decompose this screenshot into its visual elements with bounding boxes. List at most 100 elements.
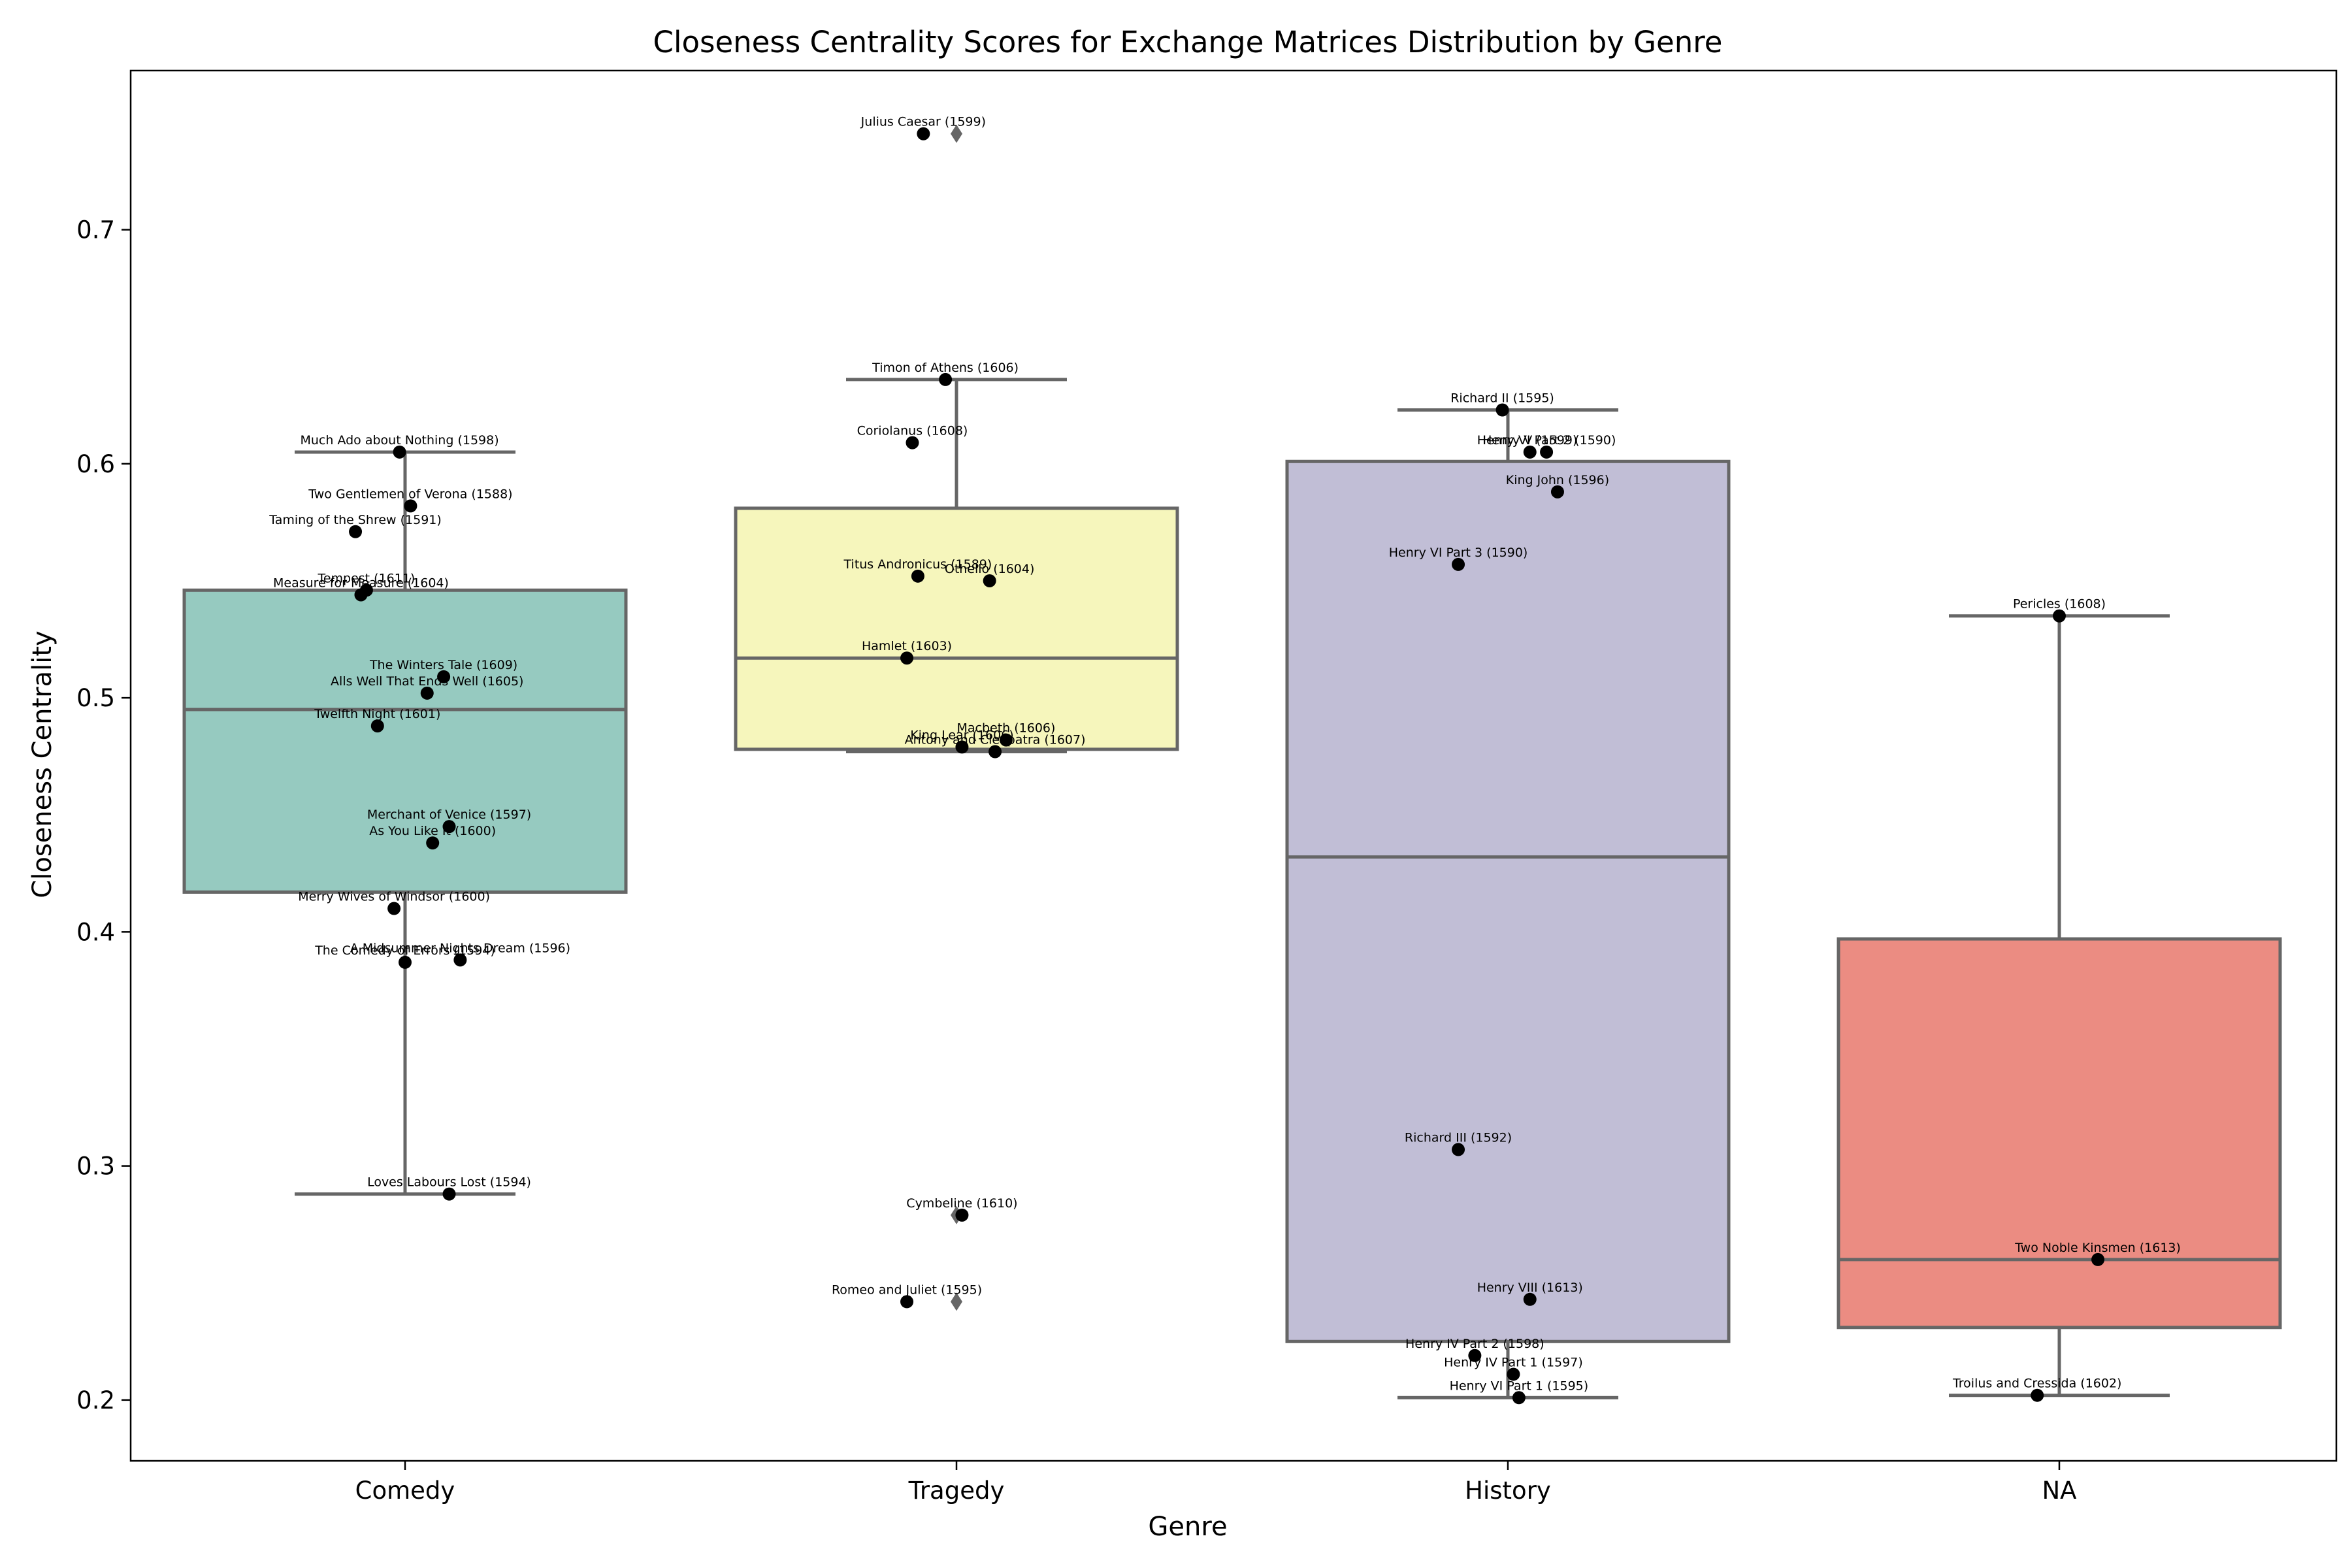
data-point (1452, 1143, 1465, 1156)
data-point-label: Loves Labours Lost (1594) (367, 1175, 531, 1190)
boxes-layer (182, 124, 2282, 1399)
data-point-label: Alls Well That Ends Well (1605) (331, 674, 523, 689)
interquartile-box (734, 506, 1179, 751)
data-point-label: Richard II (1595) (1450, 391, 1554, 405)
data-point (404, 499, 417, 513)
data-point (955, 740, 969, 754)
outlier-marker (951, 124, 962, 143)
y-tick-label: 0.6 (76, 450, 115, 478)
data-point (1512, 1391, 1526, 1405)
data-point-label: King Lear (1606) (910, 728, 1014, 742)
data-point-label: Coriolanus (1608) (857, 424, 968, 438)
box-na (1837, 614, 2282, 1397)
data-point (906, 436, 919, 449)
points-layer (349, 127, 2105, 1405)
data-point-label: Twelfth Night (1601) (314, 707, 440, 721)
data-point (354, 588, 368, 602)
data-point (1495, 403, 1509, 417)
data-point-label: Macbeth (1606) (956, 721, 1055, 736)
data-point-label: Antony and Cleopatra (1607) (905, 733, 1086, 747)
data-point (426, 836, 440, 850)
data-point-label: Taming of the Shrew (1591) (269, 513, 442, 527)
data-point (900, 1295, 914, 1309)
data-point-label: As You Like It (1600) (369, 824, 496, 838)
interquartile-box (1285, 459, 1731, 1343)
data-point-label: Tempest (1611) (317, 571, 415, 585)
data-point (2091, 1252, 2105, 1266)
data-point (2053, 609, 2066, 623)
data-point (1452, 557, 1465, 571)
data-point (420, 686, 434, 700)
data-point (988, 745, 1002, 759)
y-tick-label: 0.7 (76, 216, 115, 244)
plot-frame (129, 69, 2338, 1462)
data-point (999, 733, 1013, 747)
data-point-label: Romeo and Juliet (1595) (832, 1282, 982, 1297)
data-point-label: Henry VI Part 1 (1595) (1450, 1379, 1589, 1393)
data-point-label: The Comedy of Errors (1594) (314, 943, 495, 958)
data-point-label: Titus Andronicus (1589) (843, 557, 992, 572)
data-point-label: Measure for Measure (1604) (273, 576, 449, 590)
data-point (2031, 1388, 2044, 1402)
data-point-label: Henry VIII (1613) (1477, 1281, 1583, 1295)
data-point (442, 1187, 456, 1201)
y-tick-label: 0.4 (76, 918, 115, 946)
data-point-label: Julius Caesar (1599) (860, 115, 986, 129)
data-point (349, 525, 363, 538)
data-point (900, 651, 914, 665)
data-point-label: A Midsummer Nights Dream (1596) (350, 941, 570, 955)
data-point (1468, 1348, 1482, 1362)
data-point (1507, 1367, 1520, 1381)
x-tick-label: Comedy (355, 1477, 455, 1505)
data-point (1523, 445, 1537, 459)
data-point-label: Pericles (1608) (2013, 597, 2106, 612)
y-tick-label: 0.2 (76, 1386, 115, 1414)
axes-layer: 0.2 0.3 0.4 0.5 0.6 0.7 Comedy Tragedy History NA (76, 216, 2076, 1505)
data-point-label: Two Gentlemen of Verona (1588) (308, 487, 512, 501)
data-point-label: Troilus and Cressida (1602) (1952, 1377, 2122, 1391)
interquartile-box (1837, 937, 2282, 1330)
data-point (453, 953, 467, 967)
data-point (1550, 485, 1564, 498)
x-tick-label: History (1465, 1477, 1551, 1505)
data-point (393, 445, 406, 459)
data-point (917, 127, 930, 140)
data-point-label: Two Noble Kinsmen (1613) (2014, 1241, 2181, 1255)
data-point-label: Merchant of Venice (1597) (367, 808, 531, 822)
data-point-label: Hamlet (1603) (862, 639, 952, 653)
data-point (442, 820, 456, 834)
data-point-label: Henry VI Part 3 (1590) (1389, 546, 1528, 560)
data-point (370, 719, 384, 733)
data-point (911, 569, 924, 583)
data-point-label: Timon of Athens (1606) (872, 361, 1019, 375)
x-tick-label: Tragedy (908, 1477, 1005, 1505)
interquartile-box (182, 588, 628, 894)
data-point-label: Othello (1604) (945, 562, 1035, 576)
data-point-label: King John (1596) (1506, 473, 1609, 487)
y-axis-label: Closeness Centrality (27, 630, 57, 898)
box-comedy (182, 450, 628, 1196)
x-tick-label: NA (2042, 1477, 2077, 1505)
data-point-label: The Winters Tale (1609) (369, 658, 517, 672)
data-point (387, 902, 401, 915)
data-point-label: Much Ado about Nothing (1598) (300, 433, 498, 448)
box-tragedy (734, 124, 1179, 1311)
x-axis-label: Genre (1148, 1512, 1227, 1542)
point-labels-layer: Much Ado about Nothing (1598) Two Gentlem… (269, 115, 2181, 1394)
data-point (939, 372, 953, 386)
data-point (1540, 445, 1554, 459)
data-point-label: Henry IV Part 1 (1597) (1444, 1355, 1583, 1369)
y-tick-label: 0.5 (76, 684, 115, 712)
data-point-label: Merry Wives of Windsor (1600) (298, 890, 490, 904)
data-point-label: Cymbeline (1610) (906, 1196, 1017, 1211)
data-point-label: Richard III (1592) (1405, 1131, 1512, 1145)
chart-title: Closeness Centrality Scores for Exchange… (653, 25, 1723, 59)
data-point (399, 955, 412, 969)
data-point (983, 574, 996, 587)
outlier-marker (951, 1292, 962, 1311)
data-point-label: Henry IV Part 2 (1598) (1405, 1337, 1544, 1351)
data-point-label: Henry VI Part 2 (1590) (1477, 433, 1616, 448)
data-point (1523, 1292, 1537, 1306)
data-point-label: Henry V (1599) (1482, 433, 1577, 448)
